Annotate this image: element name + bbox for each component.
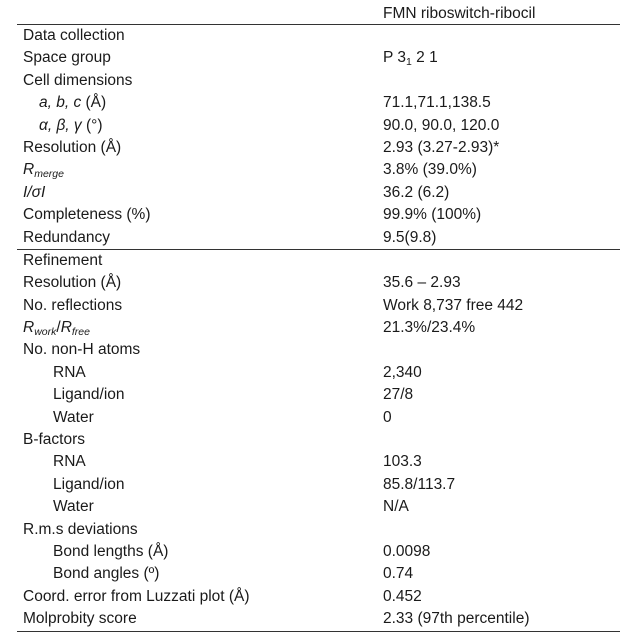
- table-row-resolution: Resolution (Å) 2.93 (3.27-2.93)*: [17, 137, 620, 159]
- redundancy-label: Redundancy: [23, 228, 111, 246]
- resolution-value: 2.93 (3.27-2.93)*: [383, 138, 500, 156]
- data-collection-section: Data collection Space group P 31 2 1 Cel…: [17, 25, 620, 250]
- refinement-heading: Refinement: [23, 251, 103, 269]
- rwork-rfree-value: 21.3%/23.4%: [383, 319, 476, 337]
- coord-error-label: Coord. error from Luzzati plot (Å): [23, 587, 250, 605]
- rmerge-value: 3.8% (39.0%): [383, 161, 477, 179]
- b-rna-label: RNA: [53, 453, 86, 471]
- table-row-b-rna: RNA 103.3: [17, 451, 620, 473]
- table-row-coord-error: Coord. error from Luzzati plot (Å) 0.452: [17, 586, 620, 608]
- table-row-b-water: Water N/A: [17, 496, 620, 518]
- molprobity-value: 2.33 (97th percentile): [383, 610, 530, 628]
- rwork-rfree-label: Rwork/Rfree: [23, 319, 90, 339]
- table-row-refinement-resolution: Resolution (Å) 35.6 – 2.93: [17, 272, 620, 294]
- reflections-value: Work 8,737 free 442: [383, 296, 524, 314]
- bond-lengths-value: 0.0098: [383, 542, 431, 560]
- space-group-value: P 31 2 1: [383, 49, 438, 69]
- atoms-rna-label: RNA: [53, 363, 86, 381]
- abc-value: 71.1,71.1,138.5: [383, 94, 491, 112]
- table-row-rms: R.m.s deviations: [17, 519, 620, 541]
- angles-label: α, β, γ (°): [39, 116, 103, 134]
- refinement-section: Refinement Resolution (Å) 35.6 – 2.93 No…: [17, 250, 620, 632]
- table-row-redundancy: Redundancy 9.5(9.8): [17, 227, 620, 249]
- coord-error-value: 0.452: [383, 587, 422, 605]
- table-row-atoms-water: Water 0: [17, 407, 620, 429]
- table-row-b-factors: B-factors: [17, 429, 620, 451]
- column-header: FMN riboswitch-ribocil: [383, 5, 536, 22]
- completeness-label: Completeness (%): [23, 206, 151, 224]
- refinement-resolution-label: Resolution (Å): [23, 274, 122, 292]
- section-heading-refinement: Refinement: [17, 250, 620, 272]
- table-row-molprobity: Molprobity score 2.33 (97th percentile): [17, 608, 620, 630]
- b-water-value: N/A: [383, 498, 409, 516]
- b-rna-value: 103.3: [383, 453, 422, 471]
- table-row-cell-dimensions: Cell dimensions: [17, 70, 620, 92]
- refinement-resolution-value: 35.6 – 2.93: [383, 274, 461, 292]
- table-row-bond-angles: Bond angles (º) 0.74: [17, 563, 620, 585]
- rmerge-label: Rmerge: [23, 161, 64, 181]
- b-ligand-value: 85.8/113.7: [383, 475, 456, 493]
- i-sigma-value: 36.2 (6.2): [383, 183, 450, 201]
- table-row-atoms-ligand: Ligand/ion 27/8: [17, 384, 620, 406]
- bond-angles-value: 0.74: [383, 565, 414, 583]
- table-row-b-ligand: Ligand/ion 85.8/113.7: [17, 474, 620, 496]
- table-row-rmerge: Rmerge 3.8% (39.0%): [17, 159, 620, 181]
- resolution-label: Resolution (Å): [23, 138, 122, 156]
- table-row-rwork-rfree: Rwork/Rfree 21.3%/23.4%: [17, 317, 620, 339]
- b-factors-label: B-factors: [23, 431, 86, 449]
- space-group-label: Space group: [23, 49, 111, 67]
- b-water-label: Water: [53, 498, 94, 516]
- table-row-space-group: Space group P 31 2 1: [17, 47, 620, 69]
- redundancy-value: 9.5(9.8): [383, 228, 437, 246]
- crystallography-statistics-table: FMN riboswitch-ribocil Data collection S…: [17, 2, 620, 632]
- bond-lengths-label: Bond lengths (Å): [53, 542, 169, 560]
- table-header-row: FMN riboswitch-ribocil: [17, 2, 620, 25]
- data-collection-heading: Data collection: [23, 27, 125, 44]
- non-h-atoms-label: No. non-H atoms: [23, 341, 141, 359]
- cell-dimensions-label: Cell dimensions: [23, 71, 133, 89]
- i-sigma-label: I/σI: [23, 183, 46, 201]
- atoms-water-value: 0: [383, 408, 392, 426]
- table-row-completeness: Completeness (%) 99.9% (100%): [17, 204, 620, 226]
- atoms-ligand-value: 27/8: [383, 386, 414, 404]
- table-row-atoms-rna: RNA 2,340: [17, 362, 620, 384]
- section-heading-data-collection: Data collection: [17, 25, 620, 47]
- molprobity-label: Molprobity score: [23, 610, 137, 628]
- rms-label: R.m.s deviations: [23, 520, 138, 538]
- table-row-abc: a, b, c (Å) 71.1,71.1,138.5: [17, 92, 620, 114]
- table-row-reflections: No. reflections Work 8,737 free 442: [17, 295, 620, 317]
- table-row-angles: α, β, γ (°) 90.0, 90.0, 120.0: [17, 115, 620, 137]
- b-ligand-label: Ligand/ion: [53, 475, 125, 493]
- atoms-water-label: Water: [53, 408, 94, 426]
- abc-label: a, b, c (Å): [39, 94, 107, 112]
- table-row-non-h-atoms: No. non-H atoms: [17, 339, 620, 361]
- completeness-value: 99.9% (100%): [383, 206, 482, 224]
- table-row-i-sigma: I/σI 36.2 (6.2): [17, 182, 620, 204]
- bond-angles-label: Bond angles (º): [53, 565, 160, 583]
- angles-value: 90.0, 90.0, 120.0: [383, 116, 500, 134]
- atoms-ligand-label: Ligand/ion: [53, 386, 125, 404]
- reflections-label: No. reflections: [23, 296, 123, 314]
- atoms-rna-value: 2,340: [383, 363, 422, 381]
- table-row-bond-lengths: Bond lengths (Å) 0.0098: [17, 541, 620, 563]
